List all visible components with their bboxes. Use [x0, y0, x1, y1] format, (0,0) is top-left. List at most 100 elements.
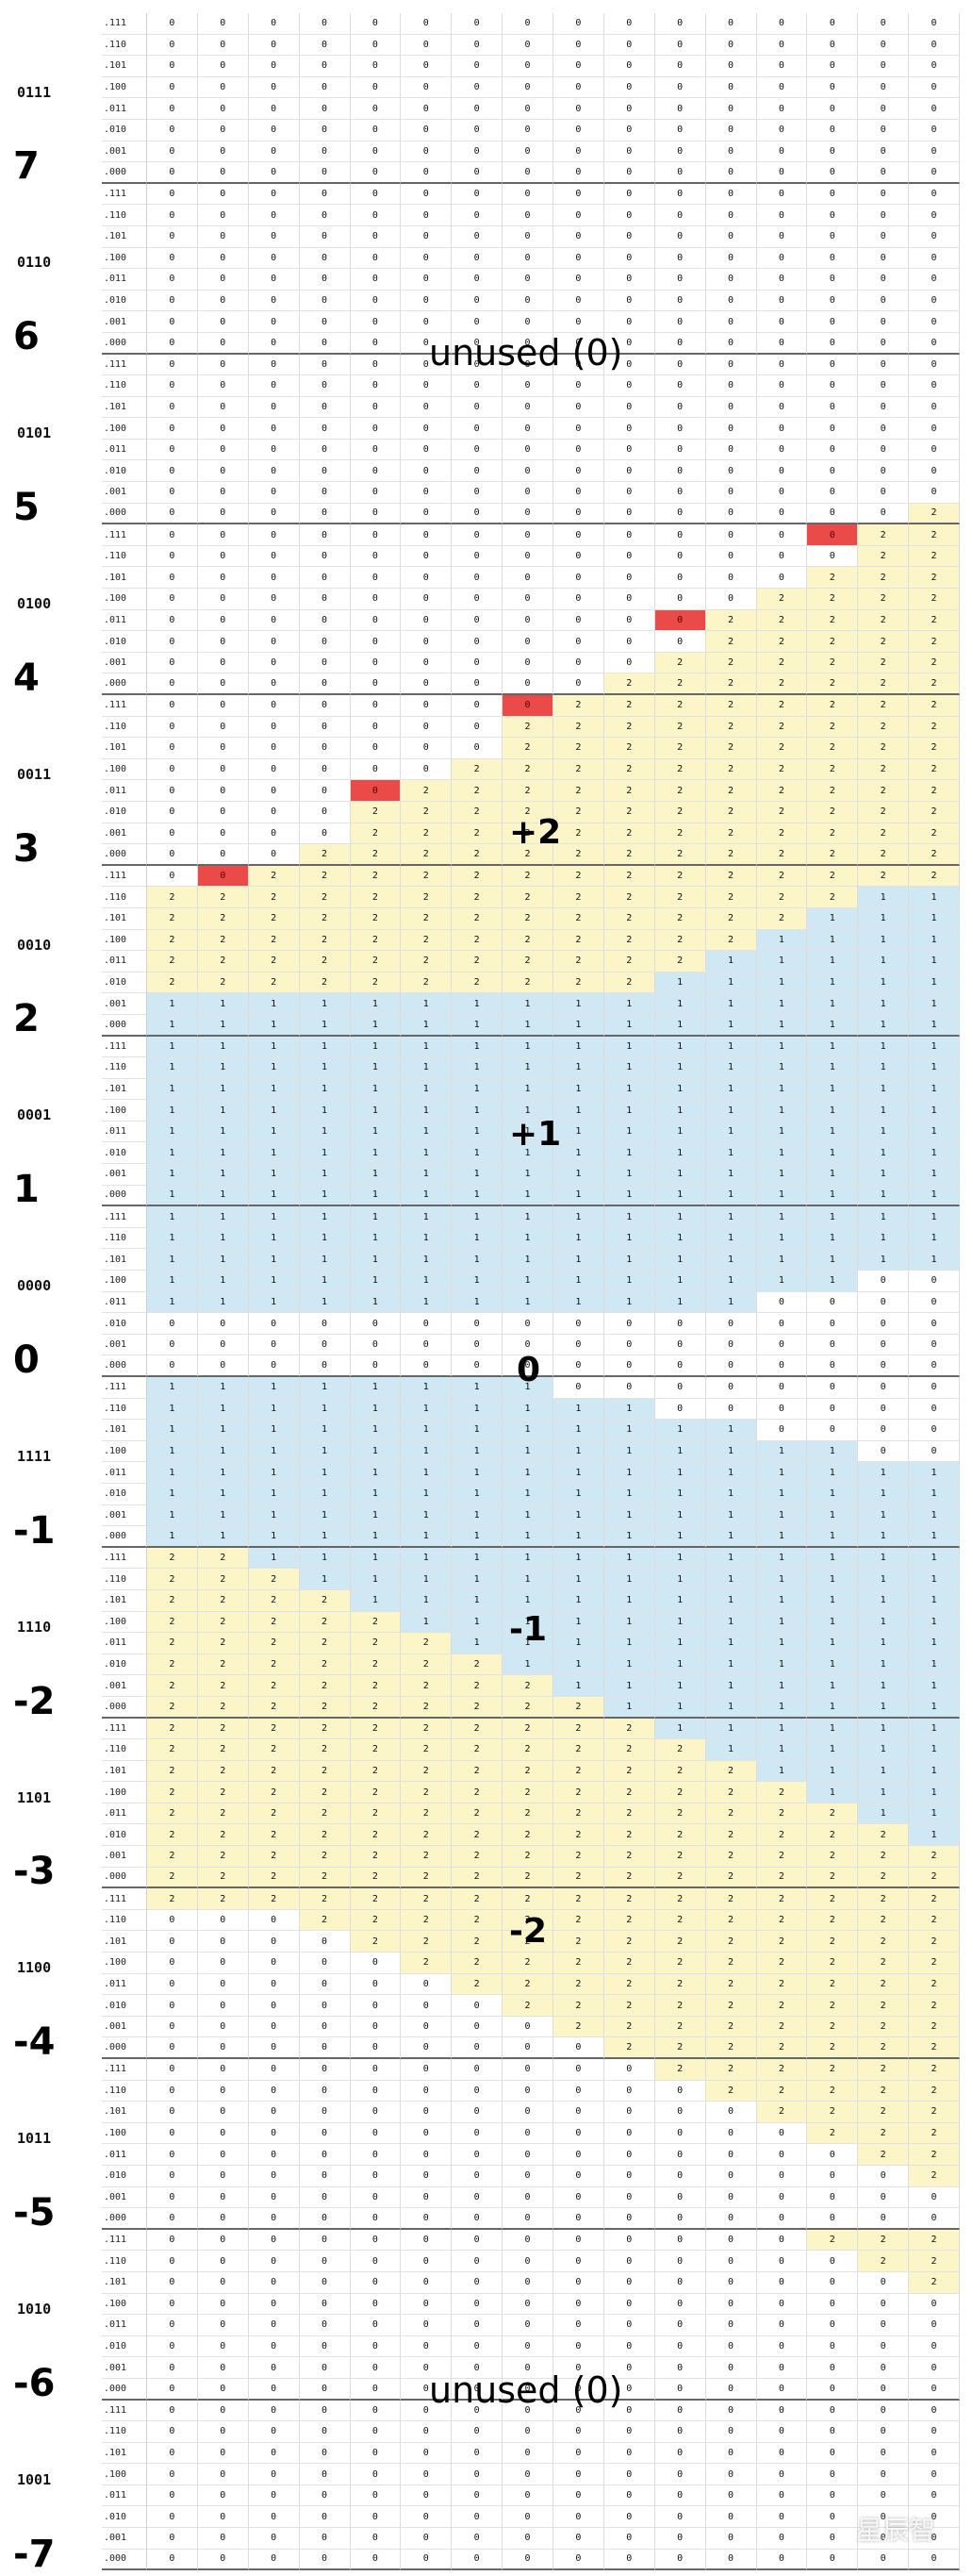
value-cell: 1 — [452, 1057, 503, 1079]
value-cell: 0 — [909, 1440, 960, 1463]
value-cell: 1 — [705, 972, 757, 994]
value-cell: 2 — [553, 1739, 604, 1761]
value-cell: 2 — [503, 1909, 553, 1932]
value-cell: 0 — [350, 2315, 402, 2336]
value-cell: 2 — [603, 887, 655, 908]
value-cell: 2 — [654, 695, 706, 717]
value-cell: 2 — [807, 652, 859, 674]
value-cell: 0 — [705, 567, 757, 590]
row-fraction-label: .110 — [102, 1227, 147, 1250]
value-cell: 0 — [299, 716, 351, 739]
value-cell: 0 — [350, 567, 402, 590]
value-cell: 0 — [147, 652, 198, 674]
value-cell: 0 — [909, 460, 960, 483]
value-cell: 1 — [756, 993, 808, 1015]
value-cell: 2 — [807, 631, 859, 653]
value-cell: 2 — [299, 1846, 351, 1868]
value-cell: 0 — [350, 2122, 402, 2145]
value-cell: 0 — [401, 2400, 453, 2422]
value-cell: 2 — [603, 972, 655, 994]
value-cell: 0 — [147, 375, 198, 397]
value-cell: 0 — [248, 2037, 300, 2059]
value-cell: 0 — [553, 673, 604, 695]
value-cell: 2 — [603, 1995, 655, 2017]
value-cell: 0 — [553, 524, 604, 546]
row-fraction-label: .000 — [102, 1185, 147, 1207]
value-cell: 0 — [401, 2506, 453, 2529]
row-fraction-label: .001 — [102, 652, 147, 674]
value-cell: 0 — [705, 1398, 757, 1421]
value-cell: 0 — [654, 2186, 706, 2209]
value-cell: 1 — [350, 1440, 402, 1463]
value-cell: 2 — [452, 1803, 503, 1825]
value-cell: 1 — [603, 1121, 655, 1143]
value-cell: 0 — [705, 2335, 757, 2358]
value-cell: 2 — [452, 1824, 503, 1847]
value-cell: 1 — [654, 1142, 706, 1165]
value-cell: 2 — [553, 1696, 604, 1719]
value-cell: 0 — [756, 1313, 808, 1335]
value-cell: 2 — [756, 1973, 808, 1996]
value-cell: 0 — [248, 503, 300, 525]
value-cell: 2 — [553, 780, 604, 802]
value-cell: 0 — [147, 2059, 198, 2081]
value-cell: 0 — [705, 545, 757, 568]
value-cell: 1 — [705, 1036, 757, 1058]
value-cell: 0 — [503, 311, 553, 333]
value-cell: 1 — [452, 1271, 503, 1292]
value-cell: 2 — [858, 589, 910, 610]
value-cell: 0 — [299, 119, 351, 141]
value-cell: 1 — [147, 1504, 198, 1527]
value-cell: 0 — [603, 2485, 655, 2507]
value-cell: 1 — [553, 1164, 604, 1186]
value-cell: 0 — [858, 2186, 910, 2209]
value-cell: 1 — [503, 1142, 553, 1165]
value-cell: 0 — [197, 1931, 249, 1953]
group-decimal-value: -5 — [13, 2190, 56, 2235]
value-cell: 0 — [807, 2186, 859, 2209]
value-cell: 2 — [147, 1654, 198, 1676]
value-cell: 1 — [147, 993, 198, 1015]
row-fraction-label: .011 — [102, 780, 147, 802]
value-cell: 2 — [756, 2080, 808, 2102]
value-cell: 1 — [248, 1121, 300, 1143]
value-cell: 2 — [197, 1846, 249, 1868]
row-fraction-label: .001 — [102, 1504, 147, 1527]
value-cell: 2 — [503, 1803, 553, 1825]
value-cell: 0 — [756, 2378, 808, 2401]
value-cell: 0 — [197, 98, 249, 120]
value-cell: 2 — [858, 801, 910, 823]
group-decimal-value: 4 — [13, 656, 40, 700]
row-fraction-label: .101 — [102, 56, 147, 77]
value-cell: 1 — [909, 1057, 960, 1079]
value-cell: 0 — [452, 609, 503, 632]
value-cell: 0 — [350, 652, 402, 674]
value-cell: 0 — [248, 545, 300, 568]
value-cell: 0 — [248, 2186, 300, 2209]
value-cell: 0 — [858, 2442, 910, 2465]
value-cell: 0 — [299, 2464, 351, 2485]
value-cell: 0 — [603, 183, 655, 206]
value-cell: 2 — [452, 1846, 503, 1868]
value-cell: 2 — [858, 1995, 910, 2017]
value-cell: 0 — [350, 1953, 402, 1974]
value-cell: 2 — [147, 929, 198, 952]
row-fraction-label: .101 — [102, 396, 147, 419]
value-cell: 0 — [248, 439, 300, 461]
value-cell: 2 — [147, 1803, 198, 1825]
value-cell: 0 — [350, 269, 402, 291]
value-cell: 1 — [858, 1121, 910, 1143]
value-cell: 1 — [350, 993, 402, 1015]
value-cell: 1 — [350, 1206, 402, 1228]
value-cell: 0 — [858, 2335, 910, 2358]
value-cell: 0 — [553, 311, 604, 333]
value-cell: 1 — [603, 1547, 655, 1570]
value-cell: 2 — [654, 1888, 706, 1910]
value-cell: 1 — [603, 1036, 655, 1058]
value-cell: 0 — [350, 141, 402, 163]
value-cell: 0 — [503, 652, 553, 674]
value-cell: 0 — [503, 396, 553, 419]
value-cell: 2 — [858, 2037, 910, 2059]
value-cell: 2 — [197, 1760, 249, 1783]
value-cell: 0 — [553, 2251, 604, 2272]
